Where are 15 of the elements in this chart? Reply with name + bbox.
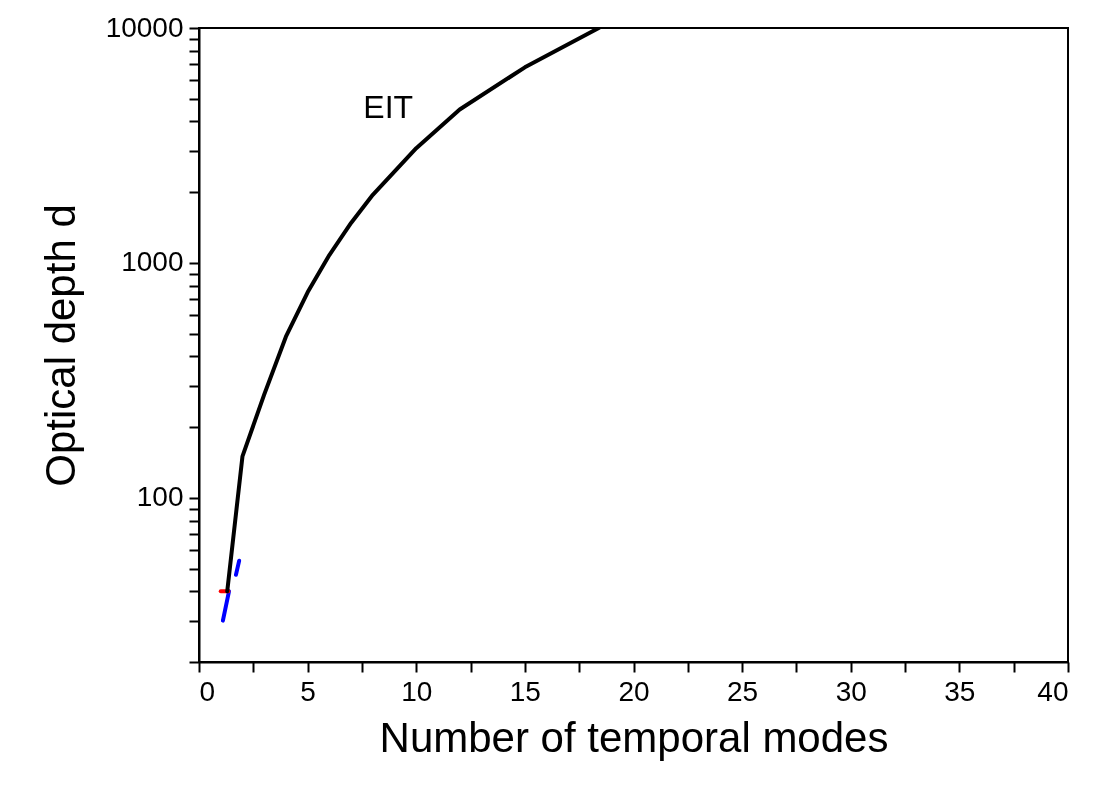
x-tick-label: 20: [618, 675, 650, 707]
x-tick-label: 40: [1037, 675, 1069, 707]
x-tick-label: 0: [199, 675, 216, 707]
x-tick-label: 10: [401, 675, 433, 707]
x-tick-label: 5: [300, 675, 316, 707]
y-tick-label: 10000: [105, 11, 184, 43]
x-axis-title: Number of temporal modes: [379, 713, 889, 761]
y-tick-label: 1000: [121, 246, 184, 278]
x-tick-label: 35: [944, 675, 976, 707]
x-tick-label: 15: [509, 675, 541, 707]
y-tick-label: 100: [136, 481, 184, 513]
x-tick-label: 25: [727, 675, 759, 707]
y-axis-title: Optical depth d: [36, 204, 84, 487]
x-tick-label: 30: [835, 675, 867, 707]
series-label: EIT: [363, 89, 414, 126]
